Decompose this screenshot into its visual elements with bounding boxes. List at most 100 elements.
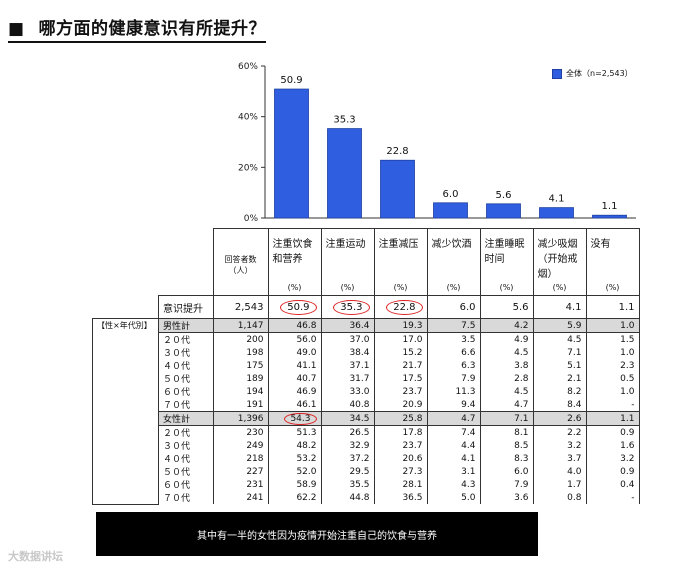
group-cell	[92, 411, 159, 426]
value-cell: 5.0	[426, 491, 481, 504]
group-cell	[92, 398, 159, 412]
table-row: ７０代 191 46.1 40.8 20.9 9.4 4.7 8.4-	[92, 398, 640, 412]
column-header-label: 注重睡眠时间	[484, 239, 525, 265]
value-cell: 23.7	[373, 385, 428, 398]
value-cell: 4.1	[532, 295, 587, 319]
table-row: ４０代 175 41.1 37.1 21.7 6.3 3.8 5.1 2.3	[92, 359, 640, 372]
table-row: ５０代 189 40.7 31.7 17.5 7.9 2.8 2.1 0.5	[92, 372, 640, 385]
legend-label: 全体（n=2,543）	[566, 69, 633, 78]
column-header-label: 注重饮食和营养	[272, 239, 313, 265]
column-header: 注重运动 (%)	[320, 228, 375, 296]
y-tick-label: 60%	[238, 62, 258, 72]
value-cell: 44.8	[320, 491, 375, 504]
value-cell: 4.0	[532, 465, 587, 478]
column-header: 减少饮酒 (%)	[426, 228, 481, 296]
column-header-unit: (%)	[340, 283, 355, 292]
caption-text: 其中有一半的女性因为疫情开始注重自己的饮食与营养	[197, 530, 437, 542]
value-cell: 7.5	[426, 318, 481, 333]
value-cell: 38.4	[320, 346, 375, 359]
value-cell: 35.3	[320, 295, 375, 319]
row-label: 意识提升	[158, 295, 214, 319]
value-cell: 17.5	[373, 372, 428, 385]
column-header-unit: (%)	[393, 283, 408, 292]
title-text: 哪方面的健康意识有所提升？	[38, 19, 267, 39]
value-cell: 17.0	[373, 332, 428, 346]
row-count: 249	[212, 439, 269, 452]
value-cell: 4.1	[426, 452, 481, 465]
value-cell: 1.1	[585, 411, 640, 426]
row-count: 231	[212, 478, 269, 491]
row-count: 218	[212, 452, 269, 465]
value-cell: 3.1	[426, 465, 481, 478]
value-cell: 25.8	[373, 411, 428, 426]
column-header-label: 没有	[590, 239, 611, 250]
value-cell: 3.2	[585, 452, 640, 465]
value-cell: 5.6	[479, 295, 534, 319]
column-header: 注重饮食和营养 (%)	[267, 228, 322, 296]
value-cell: 3.8	[479, 359, 534, 372]
row-count: 1,147	[212, 318, 269, 333]
highlight-circle: 22.8	[386, 299, 423, 315]
column-header-unit: (%)	[552, 283, 567, 292]
bar	[486, 203, 521, 219]
chart-legend: 全体（n=2,543）	[552, 68, 633, 79]
group-cell: 【性×年代別】	[92, 318, 159, 333]
total-row: 意识提升 2,543 50.9 35.3 22.8 6.0 5.6 4.1 1.1	[93, 295, 640, 319]
value-cell: 1.0	[585, 346, 640, 359]
blank-cell	[159, 229, 214, 296]
row-count: 189	[212, 372, 269, 385]
value-cell: 28.1	[373, 478, 428, 491]
value-cell: 36.4	[320, 318, 375, 333]
value-cell: 0.4	[585, 478, 640, 491]
value-cell: 34.5	[320, 411, 375, 426]
row-label: ７０代	[158, 491, 214, 504]
value-cell: 1.1	[585, 295, 640, 319]
bar	[539, 207, 574, 219]
group-cell	[92, 372, 159, 385]
value-cell: 0.9	[585, 425, 640, 439]
value-cell: 6.0	[426, 295, 481, 319]
caption-note: 其中有一半的女性因为疫情开始注重自己的饮食与营养	[96, 512, 538, 556]
value-cell: 2.6	[532, 411, 587, 426]
value-cell: 27.3	[373, 465, 428, 478]
column-header-unit: (%)	[446, 283, 461, 292]
row-count: 241	[212, 491, 269, 504]
value-cell: 3.7	[532, 452, 587, 465]
table-header-row: 回答者数 （人） 注重饮食和营养 (%) 注重运动 (%) 注重减压 (%) 减少饮酒 (%) 注重…	[93, 228, 640, 296]
value-cell: 37.1	[320, 359, 375, 372]
value-cell: 2.3	[585, 359, 640, 372]
row-count: 227	[212, 465, 269, 478]
group-cell	[92, 465, 159, 478]
value-cell: 6.3	[426, 359, 481, 372]
value-cell: 5.1	[532, 359, 587, 372]
value-cell: 5.9	[532, 318, 587, 333]
table-row: 女性計 1,396 54.3 34.5 25.8 4.7 7.1 2.6 1.1	[92, 411, 640, 426]
table-row: ６０代 231 58.9 35.5 28.1 4.3 7.9 1.7 0.4	[92, 478, 640, 491]
group-cell	[92, 359, 159, 372]
value-cell: 4.2	[479, 318, 534, 333]
row-count: 1,396	[212, 411, 269, 426]
value-cell: 4.7	[426, 411, 481, 426]
group-cell	[92, 346, 159, 359]
bar-value-label: 4.1	[549, 194, 565, 205]
value-cell: 20.6	[373, 452, 428, 465]
value-cell: 50.9	[267, 295, 322, 319]
table-row: ６０代 194 46.9 33.0 23.7 11.3 4.5 8.2 1.0	[92, 385, 640, 398]
data-table: 回答者数 （人） 注重饮食和营养 (%) 注重运动 (%) 注重减压 (%) 减少饮酒 (%) 注重…	[92, 228, 640, 505]
bar-value-label: 5.6	[496, 190, 512, 201]
value-cell: 2.1	[532, 372, 587, 385]
value-cell: 36.5	[373, 491, 428, 504]
bar	[433, 202, 468, 219]
y-tick-label: 40%	[238, 113, 258, 123]
value-cell: 6.0	[479, 465, 534, 478]
value-cell: 58.9	[267, 478, 322, 491]
title-bullet: ■	[8, 19, 25, 39]
value-cell: 4.9	[479, 332, 534, 346]
group-cell	[92, 332, 159, 346]
blank-cell	[93, 229, 159, 296]
highlight-circle: 54.3	[284, 412, 317, 425]
value-cell: 21.7	[373, 359, 428, 372]
value-cell: 7.9	[426, 372, 481, 385]
count-header-unit: （人）	[228, 266, 253, 275]
value-cell: 62.2	[267, 491, 322, 504]
